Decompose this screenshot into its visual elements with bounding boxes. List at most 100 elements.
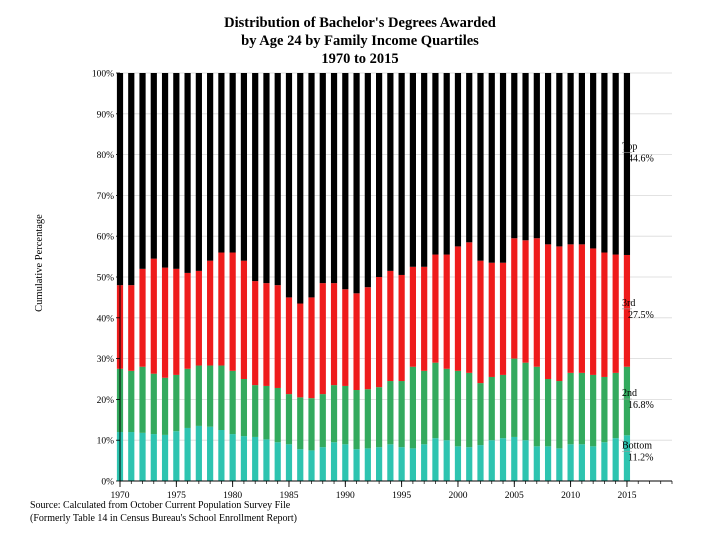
bar-segment-bottom-2014 <box>612 438 619 481</box>
bar-segment-2nd-1990 <box>342 385 349 445</box>
bar-segment-top-1989 <box>330 73 338 284</box>
bar-segment-2nd-2014 <box>612 372 619 439</box>
annotation-label-bottom: Bottom <box>622 440 652 451</box>
bar-segment-top-2002 <box>477 73 484 261</box>
bar-segment-bottom-1981 <box>240 436 248 481</box>
bar-segment-2nd-2007 <box>533 366 540 447</box>
bar-segment-bottom-2012 <box>590 446 597 481</box>
bar-segment-3rd-1980 <box>229 252 236 371</box>
bar-segment-bottom-1994 <box>387 444 394 481</box>
bar-segment-top-1984 <box>274 73 281 286</box>
bar-segment-3rd-1977 <box>195 270 202 366</box>
bar-segment-2nd-1977 <box>195 365 202 426</box>
bar-segment-top-1993 <box>376 73 383 277</box>
bar-segment-top-2004 <box>499 73 507 263</box>
bar-segment-top-1976 <box>184 73 191 273</box>
bar-segment-3rd-2009 <box>556 246 563 382</box>
bar-segment-2nd-1989 <box>330 385 338 443</box>
bar-segment-3rd-1979 <box>218 252 225 366</box>
x-tick-label: 2010 <box>561 491 580 501</box>
bar-segment-3rd-2011 <box>578 244 585 373</box>
chart-title: Distribution of Bachelor's Degrees Award… <box>0 14 720 68</box>
bar-segment-top-2008 <box>544 73 552 245</box>
bar-segment-2nd-1986 <box>297 397 304 450</box>
bar-segment-2nd-2012 <box>590 374 597 447</box>
bar-segment-2nd-1979 <box>218 365 225 430</box>
bar-segment-bottom-2008 <box>544 446 552 481</box>
x-tick-label: 1975 <box>167 491 186 501</box>
bar-segment-2nd-2001 <box>466 372 473 448</box>
bar-segment-2nd-1982 <box>252 385 259 437</box>
bar-segment-2nd-1991 <box>353 390 360 450</box>
bar-segment-top-1982 <box>252 73 259 282</box>
bar-segment-2nd-1984 <box>274 387 281 443</box>
bar-segment-2nd-1975 <box>173 374 180 432</box>
bar-segment-bottom-1972 <box>139 432 146 481</box>
x-tick-label: 1990 <box>336 491 355 501</box>
bar-segment-top-2007 <box>533 73 540 239</box>
bar-segment-bottom-1988 <box>319 447 326 481</box>
bar-segment-2nd-1987 <box>308 398 315 451</box>
bar-segment-bottom-1979 <box>218 430 225 481</box>
bar-segment-bottom-2006 <box>522 440 529 481</box>
bar-segment-bottom-2005 <box>511 436 518 481</box>
bar-segment-3rd-1985 <box>285 297 293 395</box>
bar-segment-top-2012 <box>590 73 597 249</box>
bar-segment-top-1986 <box>297 73 304 304</box>
bar-segment-2nd-1973 <box>150 373 157 435</box>
bar-segment-bottom-2011 <box>578 444 585 481</box>
bar-segment-top-1988 <box>319 73 326 284</box>
bar-segment-2nd-2013 <box>601 376 608 443</box>
bar-segment-top-2015 <box>623 73 631 255</box>
bar-segment-2nd-2011 <box>578 372 585 445</box>
bar-segment-top-2009 <box>556 73 563 247</box>
bar-segment-top-2005 <box>511 73 518 239</box>
bar-segment-3rd-2007 <box>533 238 540 367</box>
bar-segment-bottom-2007 <box>533 446 540 481</box>
bar-segment-2nd-2000 <box>454 370 462 447</box>
bar-segment-bottom-1978 <box>207 426 214 481</box>
bar-segment-top-1971 <box>128 73 135 286</box>
bar-segment-top-2003 <box>488 73 495 263</box>
bar-segment-3rd-2013 <box>601 252 608 377</box>
annotation-label-top: Top <box>622 142 637 153</box>
y-tick-label: 30% <box>97 355 115 365</box>
bar-segment-2nd-2004 <box>499 374 507 439</box>
bar-segment-top-1973 <box>150 73 157 259</box>
bar-segment-2nd-1980 <box>229 370 236 435</box>
bar-segment-3rd-1999 <box>443 254 450 369</box>
y-tick-label: 40% <box>97 314 115 324</box>
bar-segment-2nd-2009 <box>556 381 563 449</box>
bar-segment-bottom-1989 <box>330 442 338 481</box>
bar-segment-2nd-1999 <box>443 368 450 441</box>
bar-segment-top-1972 <box>139 73 146 269</box>
source-note: Source: Calculated from October Current … <box>30 500 297 525</box>
bar-segment-3rd-2008 <box>544 244 552 379</box>
bar-segment-3rd-1997 <box>421 266 428 371</box>
bar-segment-top-2011 <box>578 73 585 245</box>
bar-segment-3rd-2003 <box>488 262 495 377</box>
bar-segment-3rd-1984 <box>274 285 281 388</box>
bar-segment-top-1977 <box>195 73 202 271</box>
bar-segment-3rd-2006 <box>522 240 529 363</box>
bar-segment-3rd-2014 <box>612 254 619 373</box>
bar-segment-bottom-1984 <box>274 442 281 481</box>
bar-segment-bottom-1973 <box>150 434 157 481</box>
bar-segment-top-1974 <box>161 73 169 268</box>
bar-segment-3rd-1976 <box>184 272 191 369</box>
bar-segment-bottom-1999 <box>443 440 450 481</box>
bar-segment-bottom-1987 <box>308 450 315 481</box>
source-note-line-2: (Formerly Table 14 in Census Bureau's Sc… <box>30 512 297 524</box>
bar-segment-top-1996 <box>409 73 416 267</box>
bar-segment-2nd-1995 <box>398 381 405 448</box>
bar-segment-top-2013 <box>601 73 608 253</box>
y-tick-label: 20% <box>97 396 115 406</box>
annotation-value-third: 27.5% <box>628 310 654 321</box>
bar-segment-3rd-1993 <box>376 277 383 388</box>
bar-segment-3rd-2004 <box>499 262 507 375</box>
chart-title-line-1: Distribution of Bachelor's Degrees Award… <box>224 15 496 31</box>
bar-segment-bottom-2000 <box>454 446 462 481</box>
bar-segment-2nd-1996 <box>409 366 416 449</box>
bar-segment-top-1987 <box>308 73 315 298</box>
